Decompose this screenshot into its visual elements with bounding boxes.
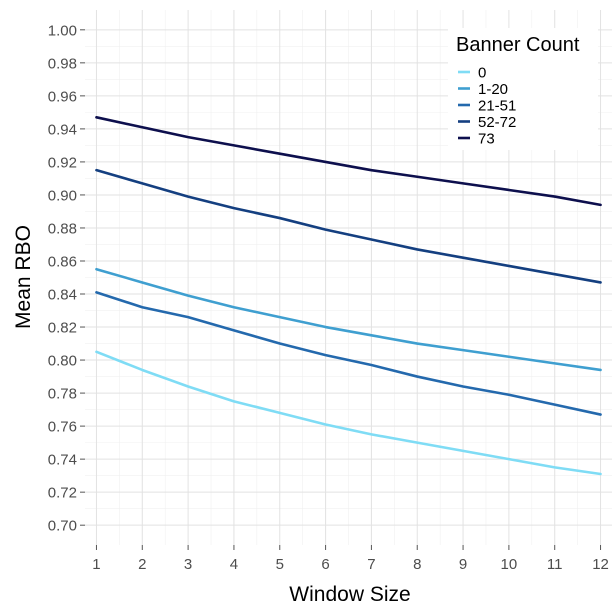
x-tick-label: 11	[547, 556, 563, 573]
series-lines	[95, 116, 602, 476]
x-tick-label: 7	[367, 556, 375, 573]
y-tick-label: 0.92	[48, 154, 77, 171]
x-axis-ticks: 1 2 3 4 5 6 7 8 9 10 11 12	[92, 545, 609, 573]
x-tick-label: 1	[92, 556, 100, 573]
x-tick-label: 8	[413, 556, 421, 573]
legend-title: Banner Count	[456, 34, 580, 56]
legend-label-1-20: 1-20	[478, 81, 508, 98]
legend-label-21-51: 21-51	[478, 98, 516, 115]
x-tick-label: 9	[459, 556, 467, 573]
x-tick-label: 5	[276, 556, 284, 573]
y-tick-label: 0.78	[48, 386, 77, 403]
series-line-0	[95, 350, 602, 476]
y-tick-label: 0.80	[48, 353, 77, 370]
y-tick-label: 0.76	[48, 419, 77, 436]
series-line-73	[95, 116, 602, 207]
y-tick-label: 0.96	[48, 88, 77, 105]
y-tick-label: 0.70	[48, 518, 77, 535]
series-line-52-72	[95, 168, 602, 284]
y-axis-title: Mean RBO	[12, 225, 35, 329]
y-tick-label: 0.88	[48, 220, 77, 237]
series-line-21-51	[95, 291, 602, 416]
x-tick-label: 10	[501, 556, 518, 573]
y-tick-label: 0.72	[48, 485, 77, 502]
y-tick-label: 0.86	[48, 253, 77, 270]
x-tick-label: 2	[138, 556, 146, 573]
x-tick-label: 3	[184, 556, 192, 573]
y-tick-label: 1.00	[48, 22, 77, 39]
y-axis-ticks: 0.70 0.72 0.74 0.76 0.78 0.80 0.82 0.84 0.86 0.88…	[48, 22, 85, 535]
legend-label-73: 73	[478, 131, 495, 148]
y-tick-label: 0.94	[48, 121, 77, 138]
legend-background	[448, 28, 598, 150]
y-tick-label: 0.84	[48, 287, 77, 304]
x-tick-label: 12	[592, 556, 609, 573]
y-tick-label: 0.98	[48, 55, 77, 72]
x-tick-label: 4	[230, 556, 238, 573]
y-tick-label: 0.74	[48, 452, 77, 469]
x-axis-title: Window Size	[289, 583, 410, 606]
y-tick-label: 0.90	[48, 187, 77, 204]
legend-label-52-72: 52-72	[478, 114, 516, 131]
y-tick-label: 0.82	[48, 320, 77, 337]
legend-label-0: 0	[478, 65, 486, 82]
series-line-1-20	[95, 267, 602, 372]
x-tick-label: 6	[321, 556, 329, 573]
